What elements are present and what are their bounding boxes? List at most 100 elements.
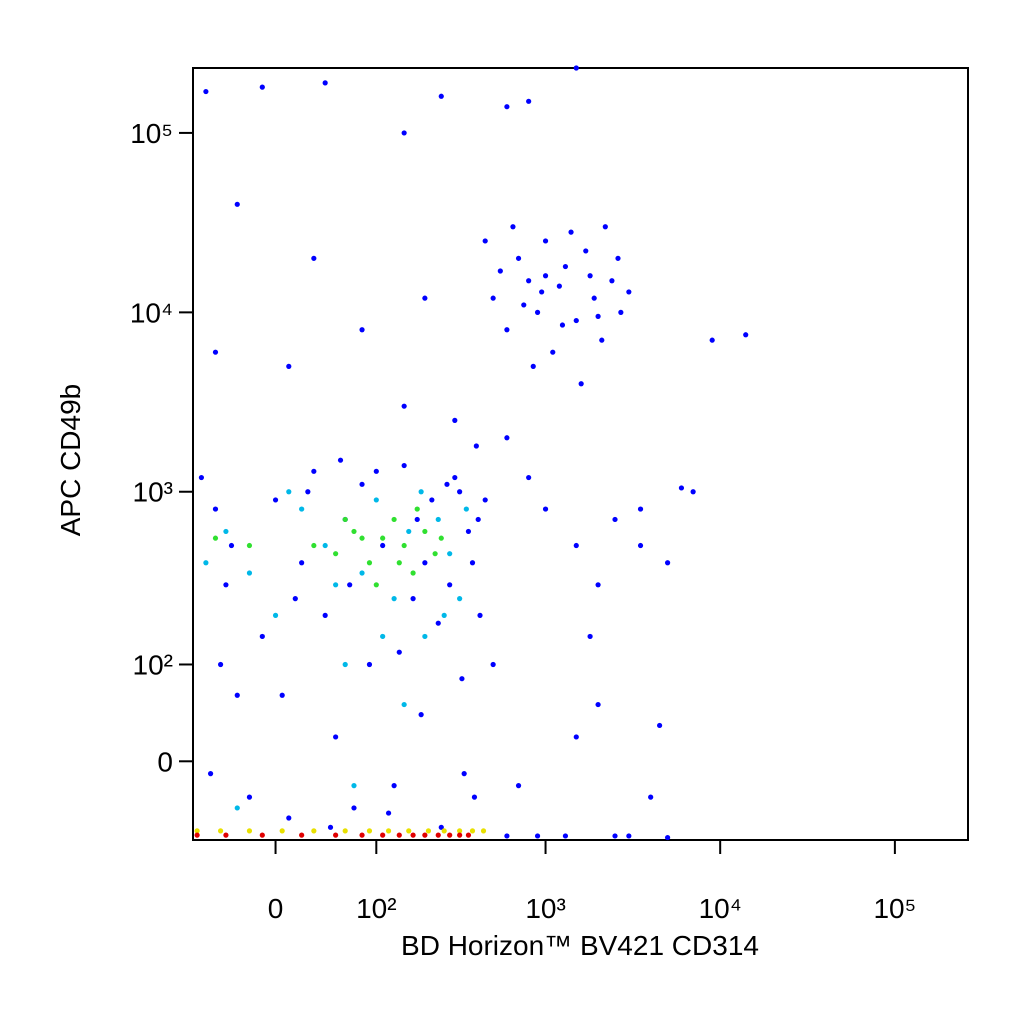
data-point bbox=[401, 462, 407, 469]
data-point bbox=[286, 815, 292, 821]
data-point bbox=[333, 582, 339, 588]
data-point bbox=[515, 255, 522, 261]
data-point bbox=[526, 278, 532, 284]
data-point bbox=[410, 596, 416, 602]
data-point bbox=[435, 620, 441, 626]
data-point bbox=[299, 832, 305, 838]
data-point bbox=[359, 570, 365, 576]
data-point bbox=[457, 489, 463, 495]
data-point bbox=[217, 661, 224, 668]
data-point bbox=[380, 535, 386, 541]
data-point bbox=[401, 701, 407, 708]
x-tick-label: 10⁴ bbox=[699, 893, 742, 924]
data-point bbox=[578, 381, 584, 387]
data-point bbox=[223, 832, 229, 838]
plot-frame bbox=[192, 67, 969, 841]
data-point bbox=[234, 805, 240, 811]
data-point bbox=[542, 273, 549, 279]
data-point bbox=[351, 805, 357, 811]
data-point bbox=[534, 833, 541, 839]
data-point bbox=[438, 535, 444, 541]
data-point bbox=[573, 734, 579, 740]
data-point bbox=[648, 794, 654, 800]
data-point bbox=[380, 542, 386, 549]
data-point bbox=[539, 289, 545, 295]
data-point bbox=[212, 506, 219, 512]
data-point bbox=[311, 468, 317, 474]
data-point bbox=[422, 832, 428, 838]
data-point bbox=[465, 528, 472, 535]
data-point bbox=[690, 489, 696, 495]
data-point bbox=[515, 783, 522, 789]
data-point bbox=[259, 633, 265, 640]
data-point bbox=[542, 238, 549, 244]
data-point bbox=[595, 582, 601, 588]
data-point bbox=[482, 238, 488, 244]
data-point bbox=[637, 542, 644, 549]
x-tick-label: 10³ bbox=[525, 893, 565, 924]
data-point bbox=[311, 828, 317, 834]
data-point bbox=[452, 474, 458, 481]
data-point bbox=[595, 313, 601, 319]
data-point bbox=[396, 832, 402, 838]
data-point bbox=[587, 273, 593, 279]
data-point bbox=[459, 676, 465, 682]
data-point bbox=[480, 828, 487, 834]
data-point bbox=[311, 542, 317, 549]
data-point bbox=[504, 833, 510, 839]
data-point bbox=[359, 327, 365, 333]
data-point bbox=[373, 497, 379, 503]
data-point bbox=[401, 403, 407, 409]
data-point bbox=[521, 302, 527, 308]
data-point bbox=[418, 489, 424, 495]
data-point bbox=[327, 824, 334, 830]
data-point bbox=[422, 560, 428, 566]
data-point bbox=[599, 337, 605, 343]
data-point bbox=[366, 560, 373, 566]
data-point bbox=[234, 692, 240, 698]
data-point bbox=[401, 542, 407, 549]
y-tick-label: 10⁵ bbox=[130, 118, 173, 149]
data-point bbox=[217, 828, 224, 834]
data-point bbox=[228, 542, 235, 549]
data-point bbox=[410, 570, 416, 576]
data-point bbox=[194, 828, 200, 834]
data-point bbox=[391, 596, 397, 602]
data-point bbox=[678, 485, 685, 491]
data-point bbox=[299, 560, 305, 566]
data-point bbox=[447, 582, 453, 588]
data-point bbox=[286, 489, 292, 495]
data-point bbox=[573, 317, 579, 324]
data-point bbox=[299, 506, 305, 512]
data-point bbox=[534, 309, 541, 315]
data-point bbox=[447, 832, 453, 838]
data-point bbox=[473, 443, 479, 449]
data-point bbox=[212, 535, 219, 541]
data-point bbox=[457, 828, 463, 834]
data-point bbox=[425, 828, 432, 834]
data-point bbox=[743, 332, 749, 338]
data-point bbox=[568, 229, 574, 235]
data-point bbox=[279, 828, 285, 834]
data-point bbox=[272, 612, 279, 618]
x-axis-label: BD Horizon™ BV421 CD314 bbox=[401, 930, 759, 961]
data-point bbox=[351, 783, 357, 789]
data-point bbox=[385, 828, 392, 834]
data-point bbox=[626, 289, 632, 295]
data-point bbox=[469, 560, 476, 566]
data-point bbox=[441, 828, 447, 834]
x-tick-label: 10⁵ bbox=[873, 893, 916, 924]
data-point bbox=[246, 828, 253, 834]
data-point bbox=[246, 570, 253, 576]
data-point bbox=[562, 833, 569, 839]
data-point bbox=[664, 560, 671, 566]
data-point bbox=[573, 542, 579, 549]
data-point bbox=[380, 832, 386, 838]
y-tick-label: 0 bbox=[157, 746, 173, 777]
data-point bbox=[550, 349, 556, 355]
data-point bbox=[422, 295, 428, 301]
data-point bbox=[490, 661, 496, 668]
data-point bbox=[396, 649, 402, 655]
data-point bbox=[609, 278, 615, 284]
